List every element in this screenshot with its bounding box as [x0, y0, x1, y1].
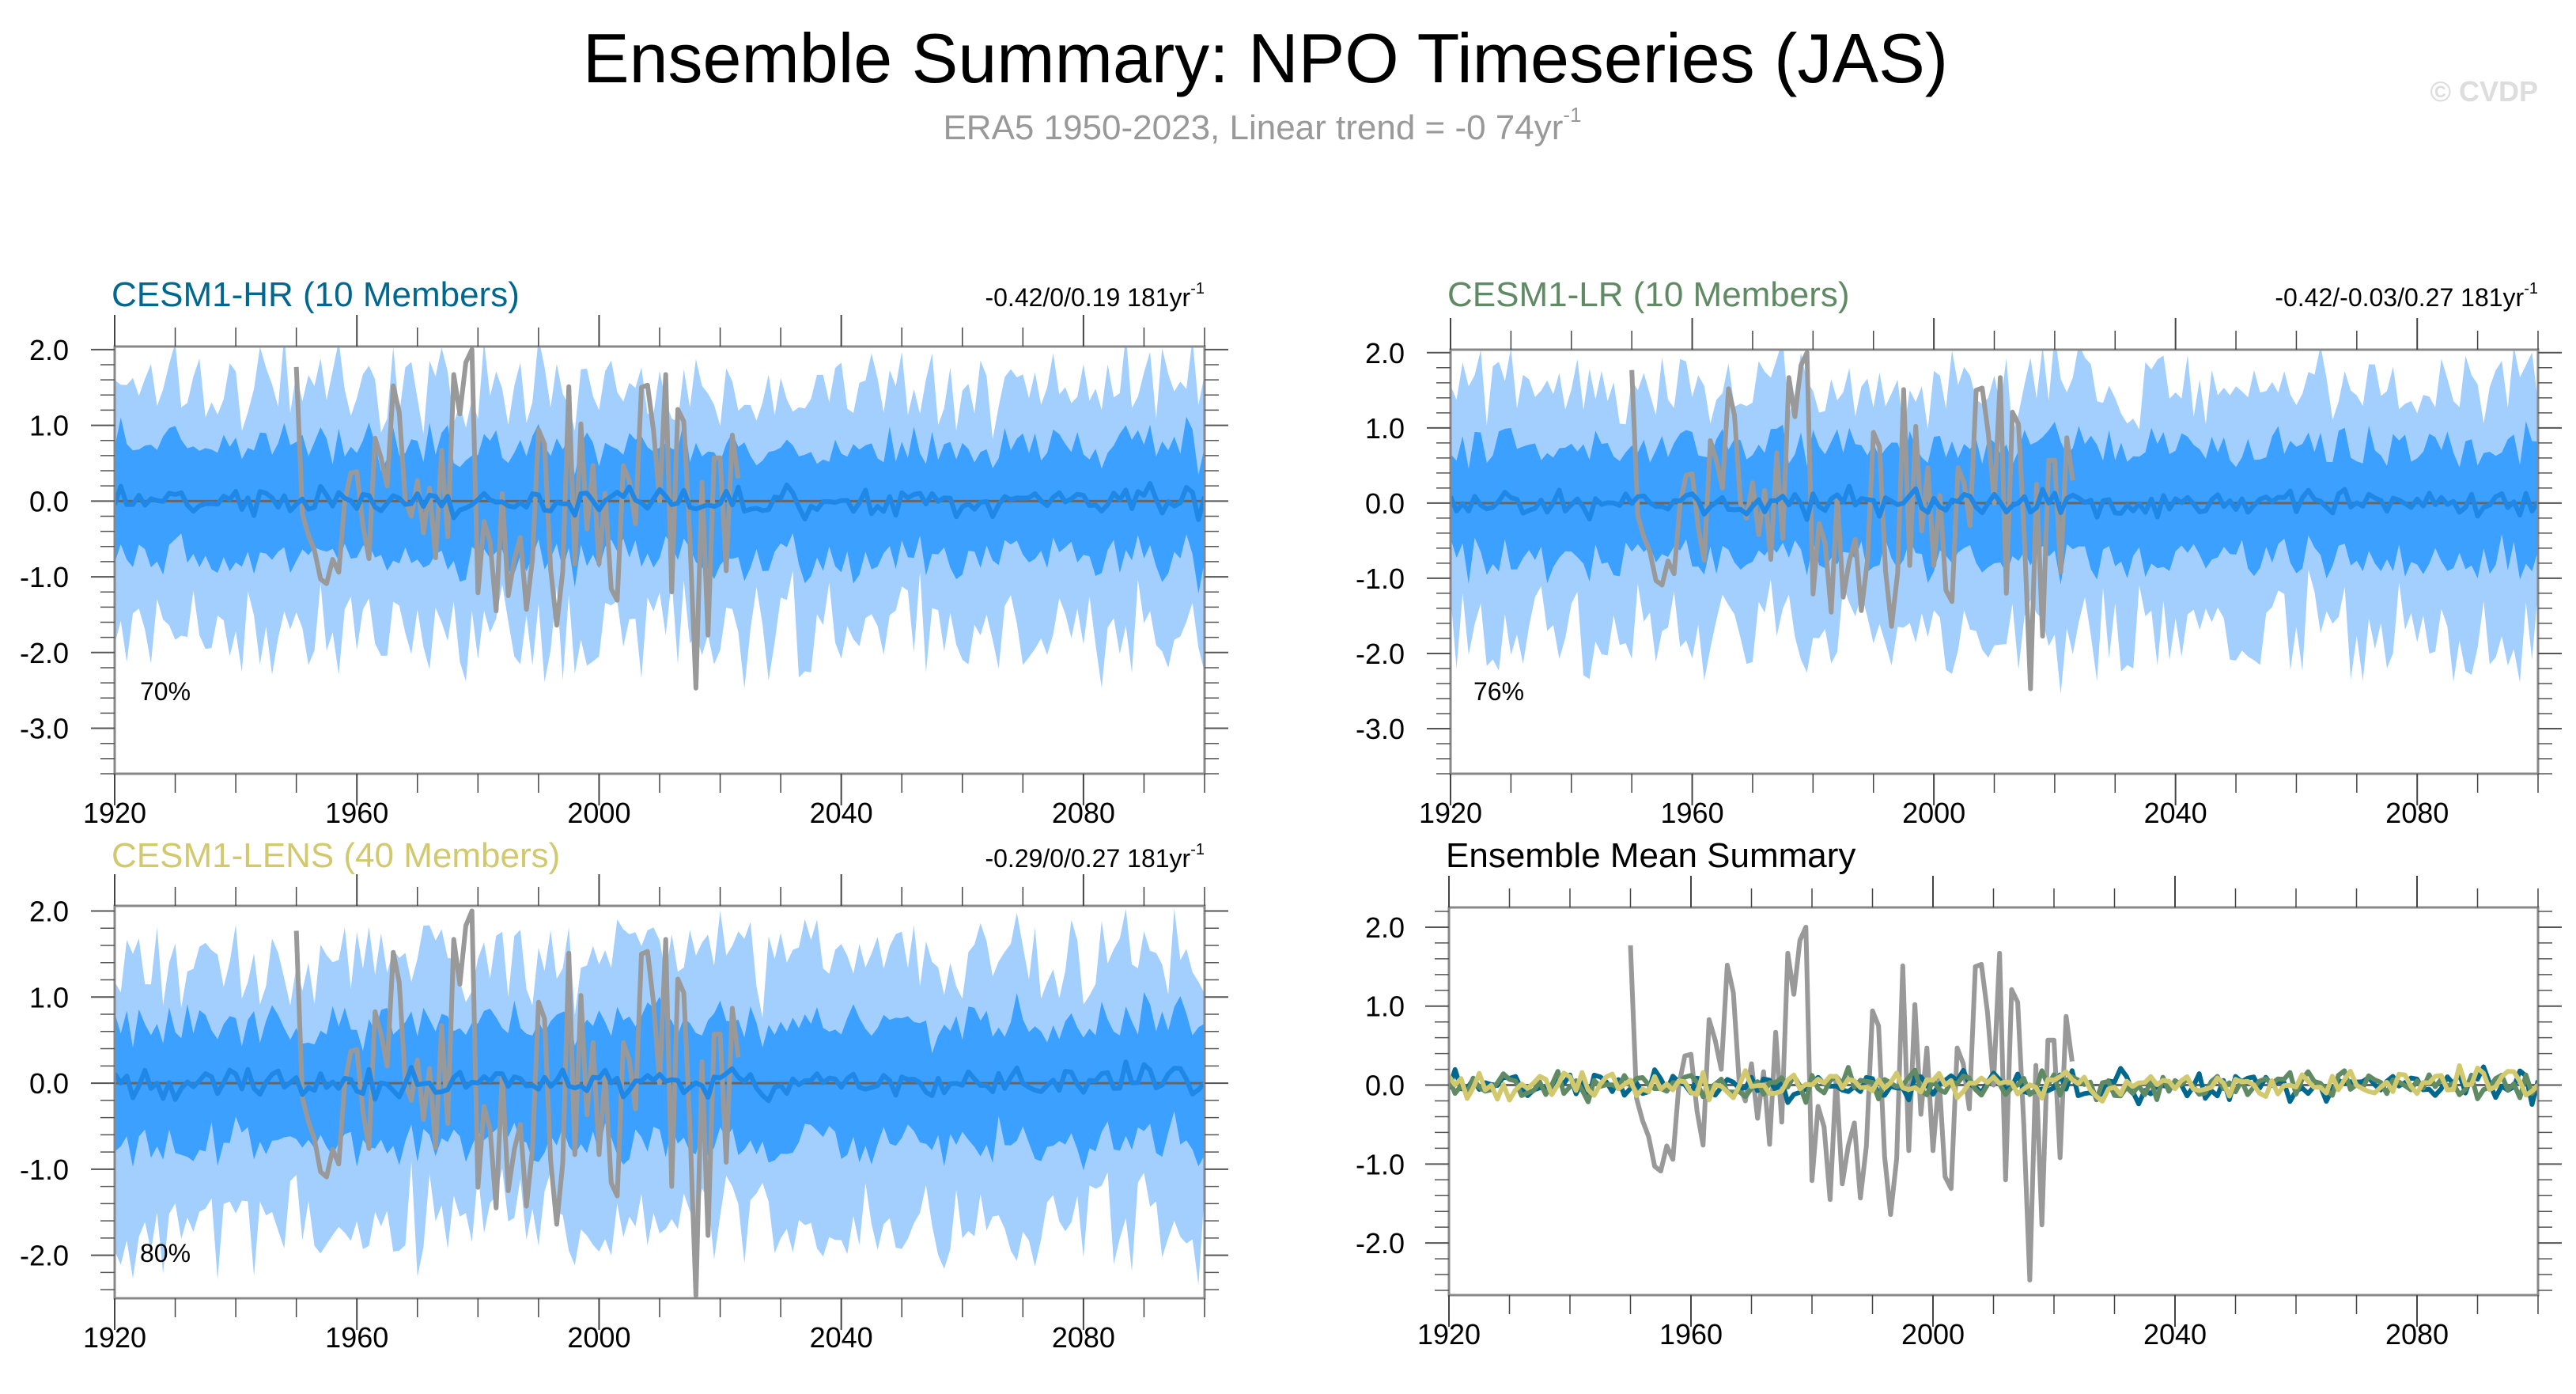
figure-subtitle: ERA5 1950-2023, Linear trend = -0 74yr-1 [943, 103, 1581, 147]
percent-within-label: 76% [1473, 677, 1524, 706]
y-tick-label: -3.0 [20, 713, 69, 745]
subtitle-text: ERA5 1950-2023, Linear trend = -0 74yr [943, 108, 1563, 147]
trend-superscript: -1 [1190, 841, 1205, 858]
y-tick-label: 0.0 [1365, 1070, 1405, 1102]
x-tick-label: 2040 [2143, 1318, 2207, 1350]
y-tick-label: -1.0 [20, 561, 69, 593]
x-tick-label: 2080 [2385, 797, 2449, 829]
percent-within-label: 80% [140, 1239, 191, 1267]
subtitle-superscript: -1 [1563, 103, 1581, 127]
percent-within-label: 70% [140, 677, 191, 706]
x-tick-label: 2080 [1052, 1321, 1115, 1354]
ensemble-mean-line [1451, 483, 2538, 522]
y-tick-label: -2.0 [1356, 1227, 1405, 1260]
era5-obs-line [293, 908, 741, 1298]
y-tick-label: 2.0 [29, 896, 69, 928]
y-tick-label: -3.0 [1356, 713, 1405, 745]
era5-obs-line [293, 347, 741, 691]
series-line-cesm1-lens [1449, 1063, 2538, 1104]
panel-title: CESM1-HR (10 Members) [112, 275, 520, 314]
y-tick-label: 2.0 [29, 334, 69, 366]
x-tick-label: 2000 [567, 1321, 630, 1354]
y-tick-label: -2.0 [20, 1240, 69, 1272]
y-tick-label: -1.0 [1356, 563, 1405, 595]
x-tick-label: 2000 [567, 797, 630, 829]
trend-value: -0.42/0/0.19 181yr [985, 283, 1190, 312]
y-tick-label: 0.0 [29, 485, 69, 517]
panel-title: Ensemble Mean Summary [1446, 836, 1855, 875]
x-tick-label: 2080 [1052, 797, 1115, 829]
figure-title: Ensemble Summary: NPO Timeseries (JAS) [583, 19, 1948, 97]
x-tick-label: 1920 [1417, 1318, 1481, 1350]
x-tick-label: 1960 [325, 797, 388, 829]
trend-value: -0.42/-0.03/0.27 181yr [2275, 283, 2524, 312]
y-tick-label: 0.0 [29, 1067, 69, 1100]
x-tick-label: 1960 [1659, 1318, 1723, 1350]
x-tick-label: 1960 [1661, 797, 1724, 829]
plot-area [115, 908, 1205, 1298]
panel-title: CESM1-LENS (40 Members) [112, 836, 560, 875]
plot-area [1451, 350, 2538, 695]
plot-area [115, 347, 1205, 691]
trend-superscript: -1 [1190, 280, 1205, 297]
era5-obs-line [1628, 924, 2075, 1282]
panel-hr: 1920 1960 2000 2040 2080 2.0 1.0 0.0 -1.0 -2.0 -3.… [20, 275, 1228, 829]
panel-lens: 1920 1960 2000 2040 2080 2.0 1.0 0.0 -1.0 -2.0 CES… [20, 836, 1228, 1354]
panels: 1920 1960 2000 2040 2080 2.0 1.0 0.0 -1.0 -2.0 -3.… [20, 275, 2562, 1354]
cvdp-watermark: © CVDP [2430, 75, 2538, 108]
plot-area [1449, 924, 2538, 1282]
x-tick-label: 1920 [1419, 797, 1482, 829]
y-tick-label: -1.0 [1356, 1148, 1405, 1180]
trend-label: -0.42/-0.03/0.27 181yr-1 [2275, 280, 2538, 312]
y-tick-label: -2.0 [20, 637, 69, 669]
y-tick-label: 2.0 [1365, 911, 1405, 944]
panel-title: CESM1-LR (10 Members) [1447, 275, 1850, 314]
y-tick-label: 0.0 [1365, 487, 1405, 520]
plot-frame [1447, 906, 2540, 1297]
ensemble-mean-line [115, 1059, 1205, 1104]
y-tick-label: 1.0 [29, 410, 69, 442]
x-tick-label: 2040 [2144, 797, 2207, 829]
y-tick-label: 1.0 [29, 981, 69, 1013]
era5-obs-line [1629, 350, 2075, 691]
panel-summary: 1920 1960 2000 2040 2080 2.0 1.0 0.0 -1.0 -2.0 Ens… [1356, 836, 2562, 1350]
x-tick-label: 1920 [83, 797, 146, 829]
y-tick-label: -1.0 [20, 1153, 69, 1186]
panel-lr: 1920 1960 2000 2040 2080 2.0 1.0 0.0 -1.0 -2.0 -3.… [1356, 275, 2562, 829]
x-tick-label: 1960 [325, 1321, 388, 1354]
y-tick-label: 1.0 [1365, 991, 1405, 1023]
trend-label: -0.29/0/0.27 181yr-1 [985, 841, 1205, 873]
trend-superscript: -1 [2524, 280, 2538, 297]
x-tick-label: 1920 [83, 1321, 146, 1354]
y-tick-label: -2.0 [1356, 638, 1405, 670]
x-tick-label: 2040 [810, 797, 873, 829]
x-tick-label: 2040 [810, 1321, 873, 1354]
trend-value: -0.29/0/0.27 181yr [985, 844, 1190, 873]
trend-label: -0.42/0/0.19 181yr-1 [985, 280, 1205, 312]
y-tick-label: 1.0 [1365, 412, 1405, 445]
x-tick-label: 2080 [2385, 1318, 2449, 1350]
ensemble-mean-line [115, 481, 1205, 522]
x-tick-label: 2000 [1901, 1318, 1965, 1350]
x-tick-label: 2000 [1902, 797, 1965, 829]
y-tick-label: 2.0 [1365, 337, 1405, 369]
